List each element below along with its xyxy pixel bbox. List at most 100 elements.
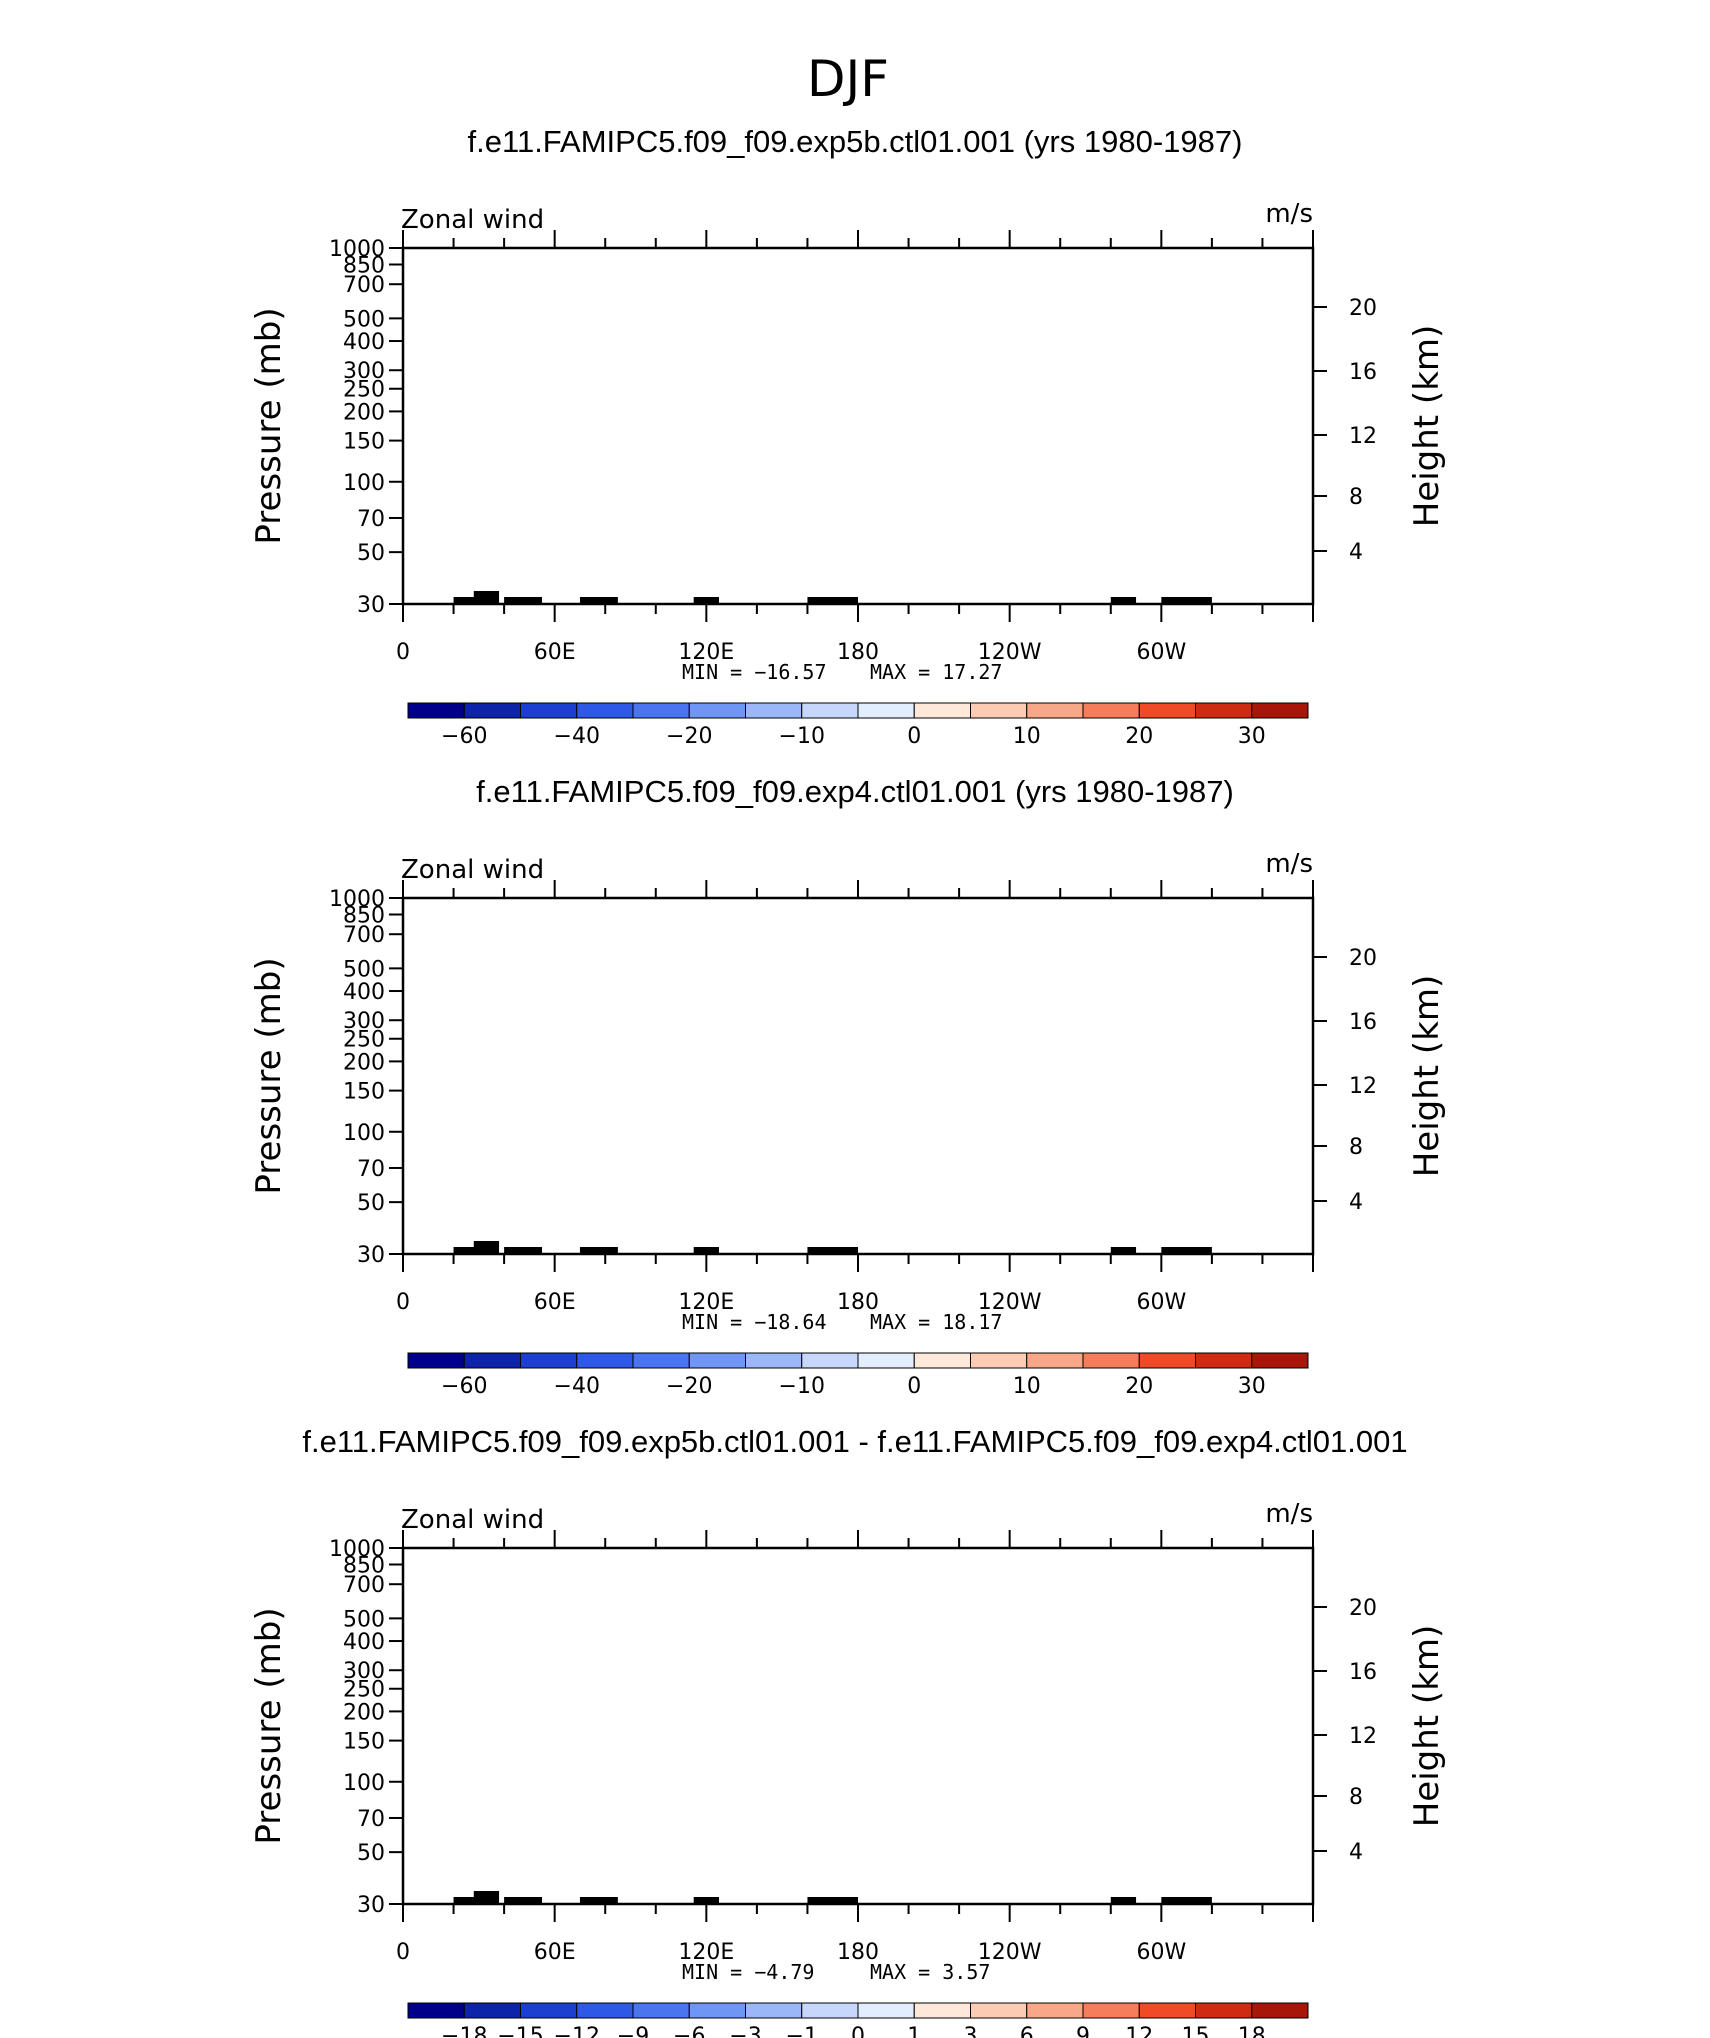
colorbar-label: −6 [673,2024,705,2038]
y-right-tick-label: 8 [1349,485,1363,510]
colorbar-label: 10 [1013,724,1041,749]
panel-title: f.e11.FAMIPC5.f09_f09.exp4.ctl01.001 (yr… [476,774,1234,809]
colorbar-swatch [1138,1352,1196,1369]
colorbar-swatch [970,1352,1028,1369]
y-tick-label: 100 [343,471,385,496]
colorbar-label: −40 [554,1374,600,1399]
units-label: m/s [1265,1499,1313,1529]
colorbar-swatch [1195,702,1253,719]
variable-label: Zonal wind [401,1505,544,1535]
y-tick-label: 500 [343,1607,385,1632]
topography [1161,1247,1212,1254]
colorbar-swatch [745,702,803,719]
colorbar-swatch [463,1352,521,1369]
max-label: MAX = 3.57 [870,1960,990,1984]
y-tick-label: 400 [343,330,385,355]
y-tick-label: 300 [343,359,385,384]
colorbar-swatch [1251,1352,1309,1369]
x-tick-label: 120E [678,1290,734,1315]
x-tick-label: 60E [534,1940,576,1965]
colorbar-swatch [1026,1352,1084,1369]
topography [473,1241,500,1254]
colorbar-swatch [801,2002,859,2019]
colorbar-swatch [520,702,578,719]
colorbar-swatch [688,702,746,719]
colorbar-label: −3 [729,2024,761,2038]
colorbar-label: 12 [1125,2024,1153,2038]
y-tick-label: 400 [343,980,385,1005]
y-tick-label: 700 [343,1573,385,1598]
colorbar-swatch [520,2002,578,2019]
colorbar-swatch [688,2002,746,2019]
units-label: m/s [1265,199,1313,229]
colorbar-swatch [688,1352,746,1369]
x-tick-label: 60W [1136,640,1186,665]
max-label: MAX = 18.17 [870,1310,1002,1334]
colorbar-swatch [1026,2002,1084,2019]
y-tick-label: 1000 [329,1537,385,1562]
colorbar-swatch [801,1352,859,1369]
colorbar-label: −9 [617,2024,649,2038]
y-tick-label: 250 [343,1678,385,1703]
topography [1110,1897,1137,1904]
colorbar-label: 30 [1238,724,1266,749]
colorbar-swatch [1251,702,1309,719]
colorbar-label: −20 [666,724,712,749]
x-tick-label: 60W [1136,1290,1186,1315]
topography [473,1891,500,1904]
colorbar-label: −10 [779,724,825,749]
colorbar-label: −15 [497,2024,543,2038]
panel-1: f.e11.FAMIPC5.f09_f09.exp5b.ctl01.001 (y… [249,124,1447,749]
colorbar-label: −1 [786,2024,818,2038]
colorbar-swatch [407,702,465,719]
y-right-tick-label: 16 [1349,360,1377,385]
y-right-tick-label: 16 [1349,1660,1377,1685]
topography [693,597,719,604]
topography [1110,1247,1137,1254]
colorbar-label: 20 [1125,1374,1153,1399]
x-tick-label: 0 [396,640,410,665]
min-label: MIN = −4.79 [682,1960,814,1984]
y-right-axis-title: Height (km) [1407,325,1447,528]
topography [579,597,618,604]
colorbar-swatch [1195,2002,1253,2019]
colorbar-label: 9 [1076,2024,1090,2038]
y-tick-label: 50 [357,1841,385,1866]
y-tick-label: 50 [357,541,385,566]
y-tick-label: 400 [343,1630,385,1655]
colorbar-swatch [745,2002,803,2019]
y-right-tick-label: 8 [1349,1135,1363,1160]
x-tick-label: 0 [396,1940,410,1965]
colorbar-swatch [913,702,971,719]
y-right-tick-label: 20 [1349,1596,1377,1621]
x-tick-label: 180 [837,1290,879,1315]
x-tick-label: 120E [678,640,734,665]
y-tick-label: 70 [357,507,385,532]
x-tick-label: 60E [534,640,576,665]
colorbar-label: 1 [907,2024,921,2038]
y-tick-label: 30 [357,593,385,618]
y-tick-label: 30 [357,1893,385,1918]
colorbar-label: 10 [1013,1374,1041,1399]
y-tick-label: 250 [343,378,385,403]
topography [473,591,500,604]
topography [504,597,543,604]
topography [693,1247,719,1254]
colorbar-label: 0 [851,2024,865,2038]
y-tick-label: 200 [343,400,385,425]
colorbar-swatch [632,1352,690,1369]
colorbar-swatch [1082,1352,1140,1369]
y-tick-label: 1000 [329,887,385,912]
y-tick-label: 70 [357,1157,385,1182]
y-tick-label: 200 [343,1050,385,1075]
topography [1110,597,1137,604]
y-tick-label: 1000 [329,237,385,262]
colorbar-swatch [407,1352,465,1369]
y-tick-label: 250 [343,1028,385,1053]
colorbar-swatch [1138,2002,1196,2019]
colorbar-swatch [857,702,915,719]
panel-3: f.e11.FAMIPC5.f09_f09.exp5b.ctl01.001 - … [249,1424,1447,2038]
colorbar-swatch [463,2002,521,2019]
y-right-tick-label: 8 [1349,1785,1363,1810]
